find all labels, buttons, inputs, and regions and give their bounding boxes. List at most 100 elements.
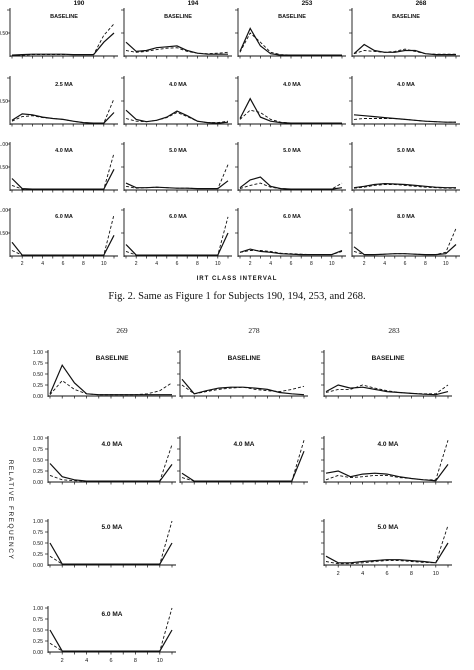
y-tick-label: 0.75 <box>33 361 43 367</box>
series-line-solid <box>181 378 305 396</box>
y-tick-label: 0.75 <box>33 617 43 623</box>
series-line-solid <box>353 244 457 256</box>
x-tick-label: 8 <box>310 261 313 267</box>
series-line-solid <box>49 463 173 482</box>
y-tick-label: 0.00 <box>33 650 43 656</box>
series-line-dashed <box>353 48 456 55</box>
x-tick-label: 2 <box>337 571 340 577</box>
x-tick-label: 2 <box>61 658 64 664</box>
y-tick-label: 1.00 <box>33 519 43 525</box>
series-line-dashed <box>325 440 449 481</box>
x-tick-label: 8 <box>82 261 85 267</box>
series-line-dashed <box>125 164 229 190</box>
y-tick-label: 0.50 <box>0 165 8 171</box>
series-line-solid <box>239 248 343 256</box>
x-tick-label: 10 <box>329 261 335 267</box>
y-tick-label: 0.50 <box>0 231 8 237</box>
x-tick-label: 8 <box>424 261 427 267</box>
x-tick-label: 6 <box>290 261 293 267</box>
x-tick-label: 10 <box>433 571 439 577</box>
x-tick-label: 8 <box>410 571 413 577</box>
x-tick-label: 4 <box>361 571 364 577</box>
y-tick-label: 1.00 <box>33 350 43 356</box>
series-line-solid <box>353 114 456 123</box>
panel-condition-label: 5.0 MA <box>378 524 399 531</box>
panel-condition-label: 4.0 MA <box>55 148 73 154</box>
series-line-dashed <box>11 153 115 190</box>
subject-header: 194 <box>188 0 199 7</box>
panel-condition-label: 5.0 MA <box>397 148 415 154</box>
x-tick-label: 2 <box>249 261 252 267</box>
panel-condition-label: BASELINE <box>228 355 262 362</box>
y-tick-label: 0.00 <box>33 480 43 486</box>
series-line-dashed <box>49 444 173 482</box>
x-tick-label: 8 <box>134 658 137 664</box>
subject-header: 268 <box>416 0 427 7</box>
series-line-solid <box>125 232 229 256</box>
y-tick-label: 0.25 <box>33 639 43 645</box>
panel-condition-label: BASELINE <box>96 355 130 362</box>
x-tick-label: 8 <box>196 261 199 267</box>
x-tick-label: 6 <box>404 261 407 267</box>
panel-condition-label: 8.0 MA <box>397 214 415 220</box>
panel-condition-label: 5.0 MA <box>102 524 123 531</box>
series-line-solid <box>239 176 343 190</box>
series-line-solid <box>125 41 228 55</box>
series-line-solid <box>125 109 229 124</box>
series-line-dashed <box>325 525 449 565</box>
x-tick-label: 2 <box>21 261 24 267</box>
y-tick-label: 1.00 <box>0 142 8 148</box>
x-tick-label: 4 <box>85 658 88 664</box>
panel-condition-label: 6.0 MA <box>169 214 187 220</box>
panel-condition-label: BASELINE <box>372 355 406 362</box>
x-tick-label: 6 <box>109 658 112 664</box>
series-line-solid <box>11 169 115 190</box>
y-tick-label: 1.00 <box>33 606 43 612</box>
y-tick-label: 0.50 <box>0 31 8 37</box>
y-tick-label: 0.50 <box>33 458 43 464</box>
series-line-solid <box>125 180 229 190</box>
series-line-solid <box>239 97 342 124</box>
x-tick-label: 4 <box>269 261 272 267</box>
series-line-dashed <box>181 384 305 395</box>
panel-condition-label: BASELINE <box>278 14 306 20</box>
series-line-dashed <box>239 182 343 190</box>
panel-condition-label: 5.0 MA <box>283 148 301 154</box>
x-tick-label: 2 <box>135 261 138 267</box>
series-line-dashed <box>12 23 115 56</box>
x-tick-label: 2 <box>363 261 366 267</box>
panel-condition-label: BASELINE <box>164 14 192 20</box>
series-line-solid <box>353 182 456 189</box>
series-line-solid <box>353 43 456 56</box>
panel-condition-label: 4.0 MA <box>283 82 301 88</box>
series-line-solid <box>239 27 342 56</box>
subject-header: 253 <box>302 0 313 7</box>
panel-condition-label: 4.0 MA <box>397 82 415 88</box>
series-line-solid <box>49 629 173 652</box>
panel-condition-label: BASELINE <box>50 14 78 20</box>
panel-condition-label: 4.0 MA <box>378 441 399 448</box>
y-tick-label: 0.50 <box>0 99 8 105</box>
y-tick-label: 0.25 <box>33 469 43 475</box>
panel-condition-label: 4.0 MA <box>169 82 187 88</box>
panel-condition-label: 2.5 MA <box>55 82 73 88</box>
y-tick-label: 0.75 <box>33 447 43 453</box>
subject-header: 269 <box>116 326 128 335</box>
subject-header: 283 <box>388 326 400 335</box>
x-tick-label: 10 <box>443 261 449 267</box>
panel-condition-label: 5.0 MA <box>169 148 187 154</box>
figure-caption: Fig. 2. Same as Figure 1 for Subjects 19… <box>108 291 366 302</box>
x-tick-label: 4 <box>41 261 44 267</box>
panel-condition-label: 4.0 MA <box>234 441 255 448</box>
panel-condition-label: 6.0 MA <box>283 214 301 220</box>
series-line-dashed <box>49 379 173 396</box>
y-tick-label: 0.25 <box>33 383 43 389</box>
y-tick-label: 0.00 <box>33 394 43 400</box>
y-tick-label: 1.00 <box>33 436 43 442</box>
series-line-solid <box>181 450 305 482</box>
x-tick-label: 10 <box>215 261 221 267</box>
series-line-dashed <box>325 384 449 395</box>
y-tick-label: 0.50 <box>33 628 43 634</box>
y-tick-label: 0.50 <box>33 541 43 547</box>
panel-condition-label: BASELINE <box>392 14 420 20</box>
